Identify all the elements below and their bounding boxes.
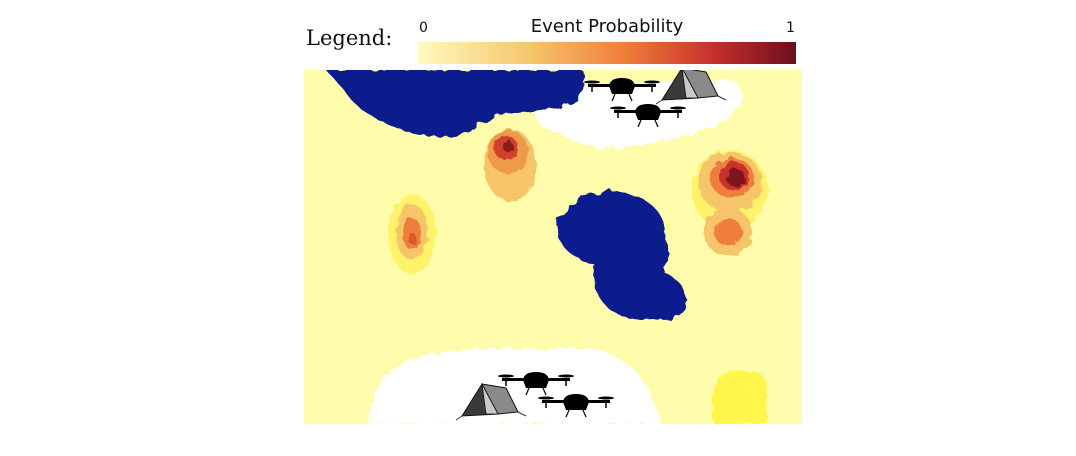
probability-map bbox=[304, 70, 802, 424]
obstacle-top bbox=[326, 70, 583, 137]
colorbar-min-label: 0 bbox=[419, 20, 428, 36]
obstacle-center bbox=[557, 191, 687, 321]
colorbar bbox=[418, 42, 796, 64]
hotspot-right bbox=[692, 150, 768, 256]
hotspot-bottom-right bbox=[712, 370, 768, 424]
hotspot-top-center bbox=[484, 129, 536, 201]
colorbar-max-label: 1 bbox=[786, 20, 795, 36]
hotspot-left bbox=[388, 194, 436, 274]
legend-label: Legend: bbox=[306, 26, 393, 50]
colorbar-title: Event Probability bbox=[530, 16, 684, 37]
